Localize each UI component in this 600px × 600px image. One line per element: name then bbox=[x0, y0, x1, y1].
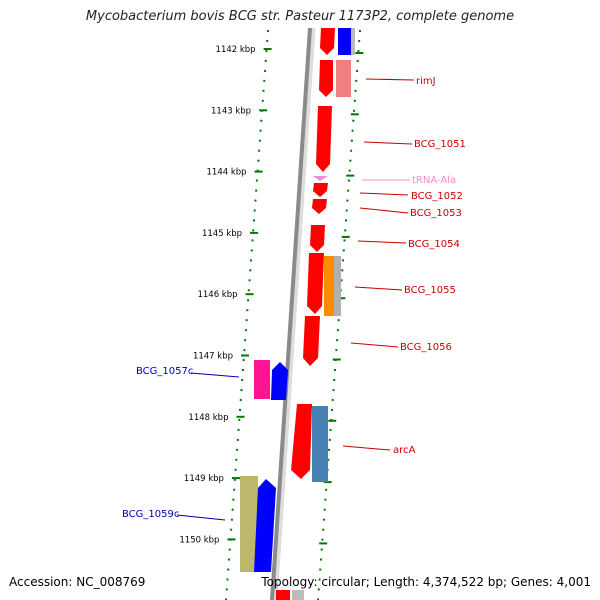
gene-BCG_1057c[interactable] bbox=[271, 362, 288, 400]
backbone bbox=[270, 27, 312, 600]
map-title: Mycobacterium bovis BCG str. Pasteur 117… bbox=[85, 9, 515, 24]
gene-rimJ-red[interactable] bbox=[319, 60, 333, 97]
gene-BCG_1059c[interactable] bbox=[254, 479, 276, 572]
label-BCG_1054[interactable]: BCG_1054 bbox=[408, 239, 460, 250]
gene-BCG_1051[interactable] bbox=[316, 106, 332, 172]
gene-bottom-red[interactable] bbox=[276, 590, 290, 600]
gene-BCG_1055[interactable] bbox=[324, 256, 334, 316]
tick-label: 1146 kbp bbox=[197, 290, 237, 300]
gene-rimJ[interactable] bbox=[336, 60, 351, 97]
gene-BCG_1059c-khaki[interactable] bbox=[240, 476, 258, 572]
gene-features bbox=[240, 28, 355, 600]
label-BCG_1053[interactable]: BCG_1053 bbox=[410, 208, 462, 219]
label-BCG_1052[interactable]: BCG_1052 bbox=[411, 191, 463, 202]
tick-label: 1142 kbp bbox=[216, 45, 256, 55]
label-BCG_1055[interactable]: BCG_1055 bbox=[404, 285, 456, 296]
gene-BCG_1054[interactable] bbox=[310, 225, 325, 252]
gene-BCG_1053[interactable] bbox=[312, 199, 327, 214]
label-rimJ[interactable]: rimJ bbox=[416, 76, 436, 87]
tick-label: 1150 kbp bbox=[179, 535, 219, 545]
gene-BCG_1057c-pink[interactable] bbox=[254, 360, 270, 399]
tick-label: 1148 kbp bbox=[188, 413, 228, 423]
label-BCG_1056[interactable]: BCG_1056 bbox=[400, 342, 452, 353]
label-BCG_1059c[interactable]: BCG_1059c bbox=[122, 509, 179, 520]
genome-summary: Topology: circular; Length: 4,374,522 bp… bbox=[261, 575, 591, 589]
tick-label: 1147 kbp bbox=[193, 352, 233, 362]
tick-label: 1144 kbp bbox=[207, 168, 247, 178]
label-leaders bbox=[176, 78, 415, 521]
gene-BCG_1055-red[interactable] bbox=[307, 253, 324, 314]
gene-tRNA-Ala[interactable] bbox=[313, 176, 328, 181]
gene-top-red[interactable] bbox=[320, 28, 335, 55]
label-BCG_1051[interactable]: BCG_1051 bbox=[414, 139, 466, 150]
label-arcA[interactable]: arcA bbox=[393, 445, 416, 456]
gene-BCG_1055-gray bbox=[334, 256, 341, 316]
gene-arcA[interactable] bbox=[312, 406, 328, 482]
label-tRNA-Ala[interactable]: tRNA-Ala bbox=[412, 175, 456, 186]
label-BCG_1057c[interactable]: BCG_1057c bbox=[136, 366, 193, 377]
gene-bottom-gray bbox=[292, 590, 304, 600]
gene-BCG_1052[interactable] bbox=[313, 183, 328, 197]
tick-label: 1149 kbp bbox=[184, 474, 224, 484]
gene-top-gray bbox=[351, 28, 355, 55]
gene-top-blue[interactable] bbox=[338, 28, 351, 55]
gene-labels: rimJ BCG_1051 tRNA-Ala BCG_1052 BCG_1053… bbox=[122, 76, 466, 520]
tick-label: 1143 kbp bbox=[211, 106, 251, 116]
gene-BCG_1056[interactable] bbox=[303, 316, 320, 366]
accession-text: Accession: NC_008769 bbox=[9, 575, 146, 589]
gene-arcA-red[interactable] bbox=[291, 404, 312, 479]
tick-marks: 1142 kbp 1143 kbp 1144 kbp 1145 kbp 1146 kbp… bbox=[179, 45, 364, 545]
tick-label: 1145 kbp bbox=[202, 229, 242, 239]
